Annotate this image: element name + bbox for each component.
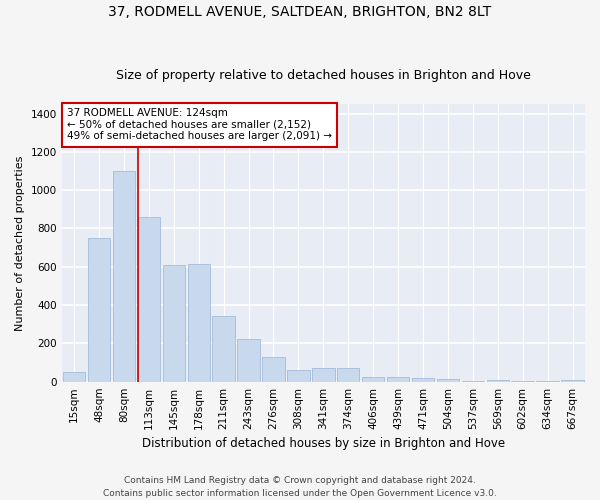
Bar	[163, 265, 185, 382]
Bar	[212, 316, 235, 382]
Bar	[188, 264, 210, 382]
Bar	[137, 217, 160, 382]
Title: Size of property relative to detached houses in Brighton and Hove: Size of property relative to detached ho…	[116, 69, 531, 82]
Bar	[287, 370, 310, 382]
Bar	[437, 380, 459, 382]
X-axis label: Distribution of detached houses by size in Brighton and Hove: Distribution of detached houses by size …	[142, 437, 505, 450]
Bar	[337, 368, 359, 382]
Y-axis label: Number of detached properties: Number of detached properties	[15, 155, 25, 330]
Bar	[362, 377, 385, 382]
Bar	[562, 380, 584, 382]
Bar	[238, 338, 260, 382]
Text: Contains HM Land Registry data © Crown copyright and database right 2024.
Contai: Contains HM Land Registry data © Crown c…	[103, 476, 497, 498]
Bar	[312, 368, 335, 382]
Bar	[88, 238, 110, 382]
Bar	[387, 377, 409, 382]
Bar	[412, 378, 434, 382]
Bar	[487, 380, 509, 382]
Bar	[63, 372, 85, 382]
Bar	[113, 171, 135, 382]
Bar	[262, 357, 285, 382]
Text: 37 RODMELL AVENUE: 124sqm
← 50% of detached houses are smaller (2,152)
49% of se: 37 RODMELL AVENUE: 124sqm ← 50% of detac…	[67, 108, 332, 142]
Text: 37, RODMELL AVENUE, SALTDEAN, BRIGHTON, BN2 8LT: 37, RODMELL AVENUE, SALTDEAN, BRIGHTON, …	[109, 5, 491, 19]
